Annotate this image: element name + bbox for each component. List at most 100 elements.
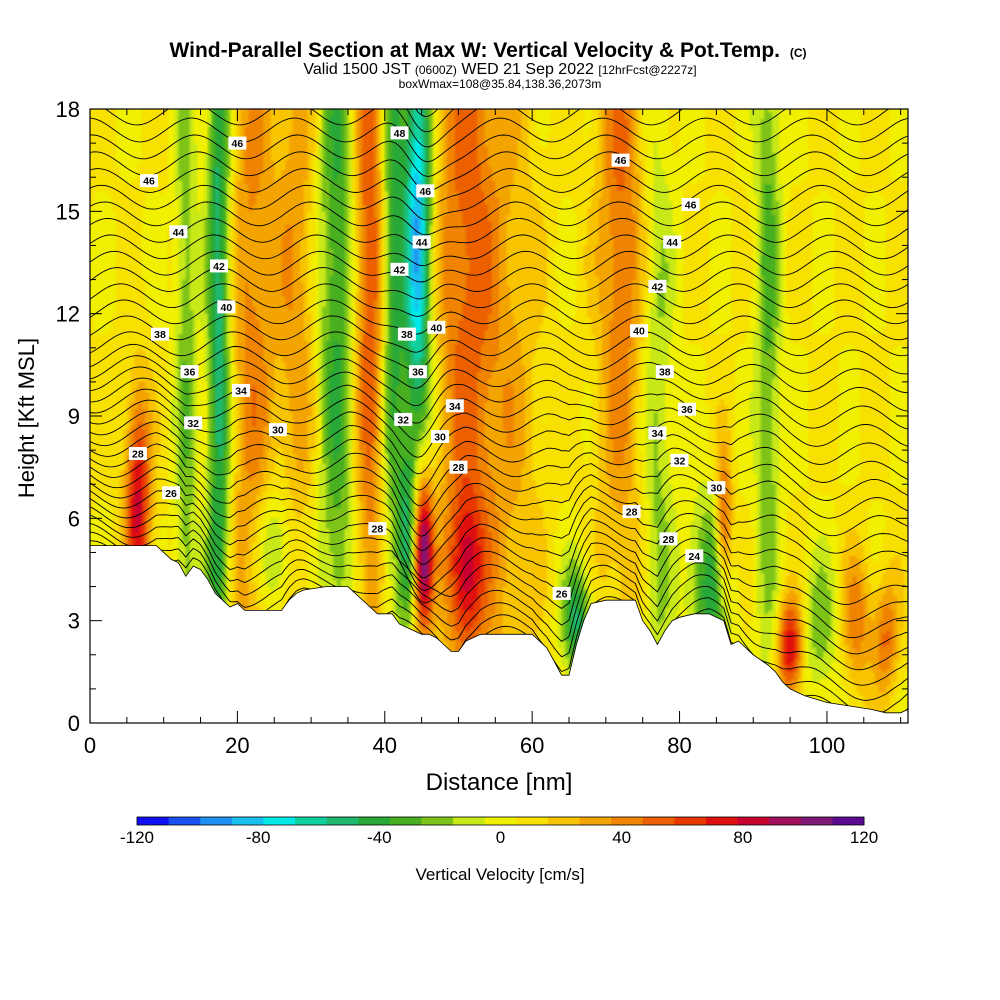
theta-contour: [90, 506, 908, 639]
theta-contour: [90, 399, 908, 475]
x-tick-label: 100: [809, 733, 846, 758]
theta-contour: [90, 299, 908, 335]
potential-temperature-contours: [90, 99, 908, 723]
theta-contour: [90, 366, 908, 424]
colorbar-swatch: [611, 817, 644, 825]
colorbar-tick-label: 120: [850, 828, 878, 847]
subtitle-valid: Valid 1500 JST: [303, 61, 411, 78]
colorbar-swatch: [326, 817, 359, 825]
theta-contour: [90, 531, 908, 686]
colorbar-tick-label: 40: [612, 828, 631, 847]
contour-label: 36: [677, 402, 696, 416]
contour-label-text: 40: [431, 322, 443, 334]
colorbar-swatch: [358, 817, 391, 825]
contour-label-text: 48: [394, 128, 406, 140]
contour-label: 40: [630, 324, 649, 338]
contour-label: 42: [209, 259, 228, 273]
colorbar-swatch: [295, 817, 328, 825]
theta-contour: [90, 331, 908, 371]
contour-label-text: 38: [401, 329, 413, 341]
theta-contour: [90, 490, 908, 605]
contour-label: 28: [368, 522, 387, 536]
contour-label: 28: [659, 532, 678, 546]
contour-label-text: 46: [143, 176, 155, 188]
theta-contour: [90, 184, 908, 221]
contour-label-text: 36: [681, 404, 693, 416]
chart-title: Wind-Parallel Section at Max W: Vertical…: [169, 39, 780, 62]
colorbar-swatch: [516, 817, 549, 825]
contour-label: 32: [184, 416, 203, 430]
colorbar-swatch: [705, 817, 738, 825]
contour-label-text: 40: [633, 326, 645, 338]
theta-contour: [90, 377, 908, 441]
title-mark: (C): [790, 46, 807, 60]
contour-label-text: 26: [165, 488, 177, 500]
contour-label-text: 28: [663, 534, 675, 546]
x-tick-label: 0: [84, 733, 96, 758]
colorbar-swatch: [453, 817, 486, 825]
contour-label: 36: [180, 365, 199, 379]
contour-label-text: 38: [154, 329, 166, 341]
contour-label-text: 32: [397, 414, 409, 426]
contour-label: 38: [655, 365, 674, 379]
theta-contour: [90, 250, 908, 283]
colorbar-tick-label: 0: [496, 828, 505, 847]
colorbar-swatch: [137, 817, 170, 825]
contour-label-text: 46: [419, 186, 431, 198]
y-tick-label: 0: [68, 711, 80, 736]
colorbar-swatch: [263, 817, 296, 825]
contour-label-text: 44: [173, 227, 185, 239]
contour-label-text: 46: [232, 138, 244, 150]
contour-label: 30: [268, 423, 287, 437]
contour-label-text: 30: [434, 431, 446, 443]
theta-contour: [90, 217, 908, 251]
contour-label-text: 26: [556, 588, 568, 600]
contour-label-text: 46: [685, 200, 697, 212]
contour-label: 34: [232, 383, 251, 397]
colorbar-label: Vertical Velocity [cm/s]: [415, 865, 584, 884]
colorbar-swatch: [769, 817, 802, 825]
colorbar-swatch: [642, 817, 675, 825]
terrain: [89, 545, 909, 724]
x-axis-label: Distance [nm]: [426, 769, 573, 796]
plot-area: 4646444240383634323028264846464442403836…: [56, 97, 909, 758]
contour-label: 30: [431, 429, 450, 443]
contour-label-text: 28: [626, 507, 638, 519]
contour-label: 32: [394, 412, 413, 426]
contour-label: 38: [397, 327, 416, 341]
contour-labels: 46 46 44 42 40 38 36 34 32 30 28 26 48 46 46 44 42 40 38 36…: [128, 126, 726, 600]
y-tick-label: 3: [68, 609, 80, 634]
colorbar-swatch: [800, 817, 833, 825]
contour-label-text: 42: [652, 281, 664, 293]
colorbar-swatch: [389, 817, 422, 825]
contour-label: 26: [552, 586, 571, 600]
x-tick-label: 40: [373, 733, 397, 758]
contour-label: 34: [648, 426, 667, 440]
theta-contour: [90, 343, 908, 389]
colorbar-swatch: [200, 817, 233, 825]
contour-label: 44: [663, 235, 682, 249]
contour-label: 48: [390, 126, 409, 140]
y-tick-label: 6: [68, 506, 80, 531]
colorbar-swatch: [231, 817, 264, 825]
theta-contour: [90, 99, 908, 101]
contour-label-text: 40: [220, 302, 232, 314]
contour-label: 38: [151, 327, 170, 341]
contour-label-text: 34: [235, 385, 247, 397]
contour-label: 30: [707, 481, 726, 495]
x-tick-label: 20: [225, 733, 249, 758]
contour-label-text: 28: [453, 462, 465, 474]
contour-label: 46: [139, 174, 158, 188]
contour-label-text: 42: [394, 264, 406, 276]
contour-label: 40: [427, 320, 446, 334]
y-tick-label: 18: [56, 97, 80, 122]
contour-label: 46: [611, 153, 630, 167]
colorbar-swatch: [674, 817, 707, 825]
contour-label: 26: [162, 486, 181, 500]
theta-contour: [90, 466, 908, 571]
contour-label: 42: [648, 279, 667, 293]
contour-label-text: 46: [615, 155, 627, 167]
contour-label-text: 30: [272, 425, 284, 437]
contour-label: 28: [622, 505, 641, 519]
contour-label-text: 32: [674, 455, 686, 467]
